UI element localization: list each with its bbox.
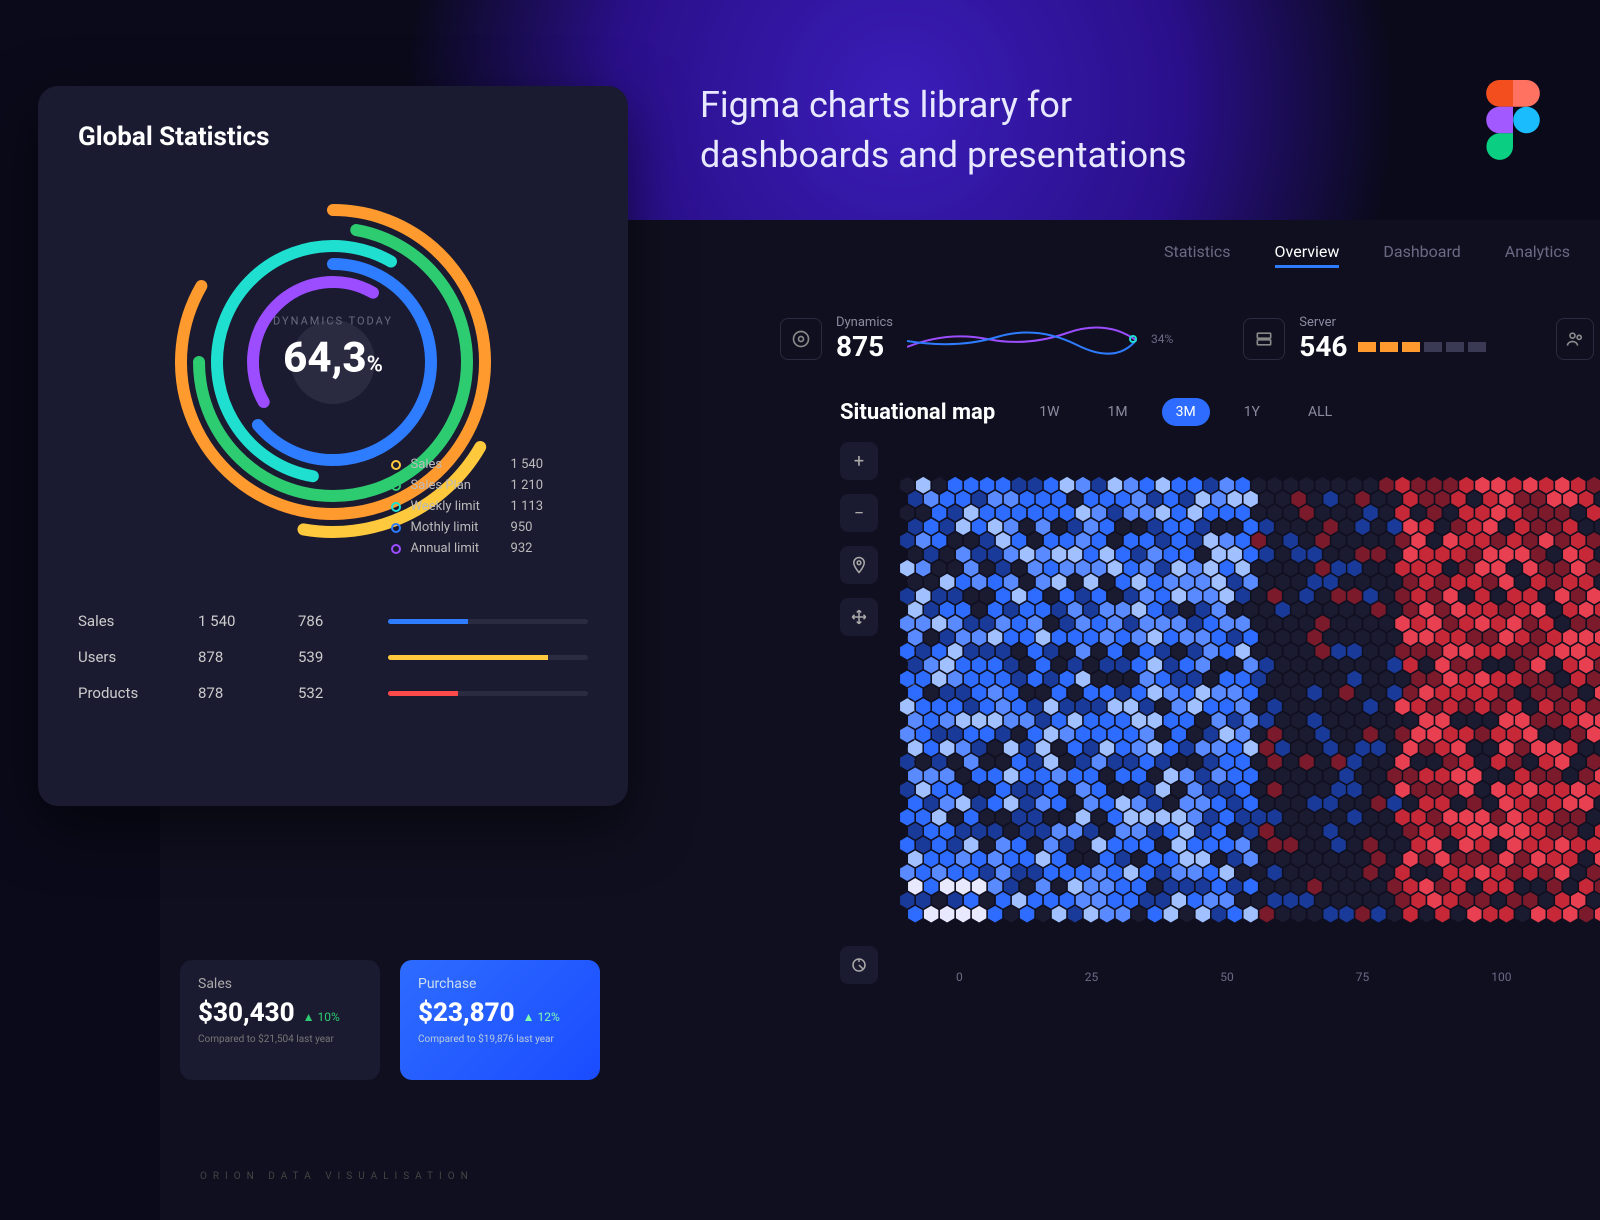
card-title: Global Statistics <box>78 122 588 152</box>
legend-item: Mothly limit950 <box>391 520 543 535</box>
global-stats-card: Global Statistics DYNAMICS TODAY 64,3% S… <box>38 86 628 806</box>
table-row: Products878532 <box>78 684 588 702</box>
sales-card[interactable]: Sales $30,430 ▲ 10% Compared to $21,504 … <box>180 960 380 1080</box>
tab-dashboard[interactable]: Dashboard <box>1383 242 1460 268</box>
tab-overview[interactable]: Overview <box>1275 242 1340 268</box>
zoom-in-button[interactable]: + <box>840 442 878 480</box>
range-3m[interactable]: 3M <box>1162 398 1210 426</box>
tab-statistics[interactable]: Statistics <box>1164 242 1231 268</box>
range-1w[interactable]: 1W <box>1025 398 1073 426</box>
footer-brand: ORION DATA VISUALISATION <box>200 1171 474 1182</box>
range-1y[interactable]: 1Y <box>1230 398 1274 426</box>
pan-button[interactable] <box>840 598 878 636</box>
dynamics-icon <box>780 318 822 360</box>
figma-logo-icon <box>1486 80 1540 164</box>
purchase-card[interactable]: Purchase $23,870 ▲ 12% Compared to $19,8… <box>400 960 600 1080</box>
tab-analytics[interactable]: Analytics <box>1505 242 1570 268</box>
stat-customers: Customers 2,340 ▲ 145 <box>1556 310 1600 368</box>
stat-dynamics: Dynamics 875 34% <box>780 315 1173 363</box>
legend-item: Sales1 540 <box>391 457 543 472</box>
customers-icon <box>1556 318 1594 360</box>
server-icon <box>1243 318 1285 360</box>
legend-item: Weekly limit1 113 <box>391 499 543 514</box>
map-title: Situational map <box>840 400 995 425</box>
zoom-out-button[interactable]: − <box>840 494 878 532</box>
range-all[interactable]: ALL <box>1294 398 1346 426</box>
table-row: Sales1 540786 <box>78 612 588 630</box>
measure-button[interactable] <box>840 946 878 984</box>
table-row: Users878539 <box>78 648 588 666</box>
stat-server: Server 546 <box>1243 315 1485 363</box>
locate-button[interactable] <box>840 546 878 584</box>
hero-text: Figma charts library for dashboards and … <box>700 80 1187 181</box>
legend-item: Annual limit932 <box>391 541 543 556</box>
center-value: 64,3 <box>283 333 367 382</box>
center-label: DYNAMICS TODAY <box>273 314 393 327</box>
legend-item: Sales Plan1 210 <box>391 478 543 493</box>
range-1m[interactable]: 1M <box>1094 398 1142 426</box>
